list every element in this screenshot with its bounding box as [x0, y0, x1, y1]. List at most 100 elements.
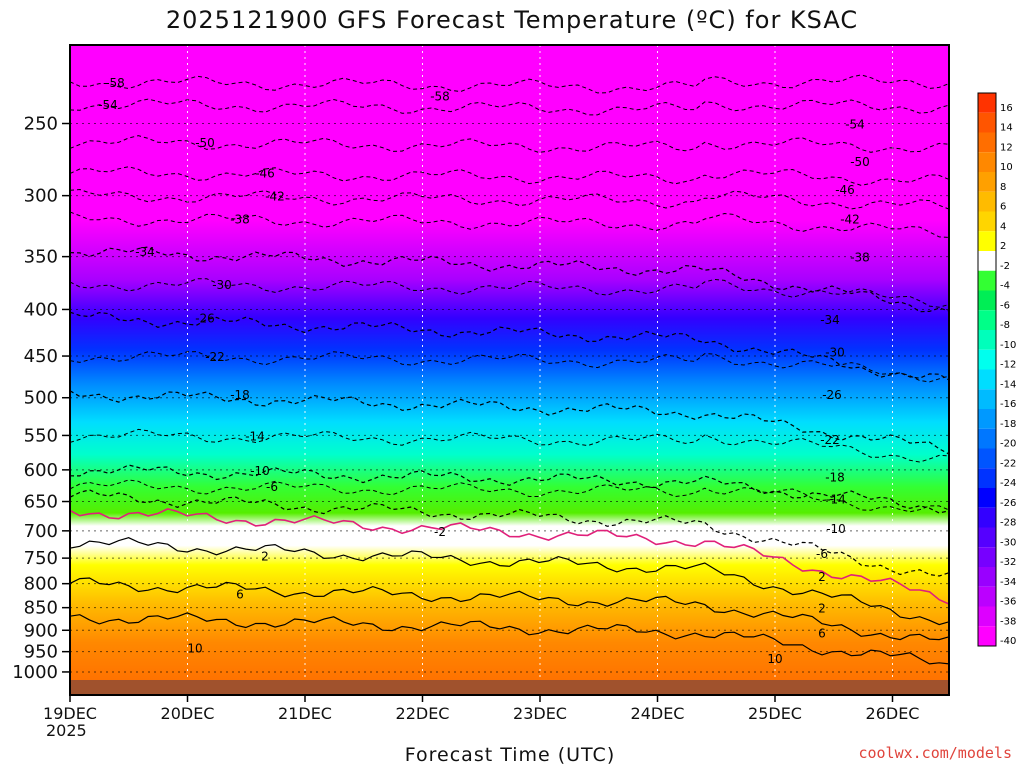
y-tick-label: 300 [24, 186, 58, 207]
isotherm-46 [70, 166, 949, 186]
colorbar-label: -10 [1000, 340, 1016, 351]
y-tick-label: 800 [24, 574, 58, 595]
colorbar-swatch [978, 290, 996, 311]
colorbar-label: -40 [1000, 636, 1016, 647]
colorbar-label: -16 [1000, 399, 1016, 410]
isotherm-38 [70, 211, 949, 238]
colorbar-label: -38 [1000, 616, 1016, 627]
colorbar-swatch [978, 626, 996, 646]
colorbar-swatch [978, 488, 996, 508]
isotherm-42 [70, 188, 949, 210]
colorbar-label: 14 [1000, 123, 1013, 134]
contour-label: -30 [825, 346, 845, 360]
contour-label: 2 [818, 602, 826, 616]
y-tick-label: 700 [24, 521, 58, 542]
contour-label: -38 [850, 251, 870, 265]
contour-label: -10 [250, 464, 270, 478]
contour-label: -10 [826, 522, 846, 536]
x-tick-label: 22DEC [396, 704, 450, 723]
contour-label: -6 [816, 547, 828, 561]
colorbar-label: 16 [1000, 103, 1013, 114]
colorbar-label: -18 [1000, 419, 1016, 430]
colorbar-label: 10 [1000, 162, 1013, 173]
colorbar-label: -36 [1000, 597, 1016, 608]
y-tick-label: 900 [24, 620, 58, 641]
contour-label: -2 [434, 525, 446, 539]
colorbar-label: -2 [1000, 261, 1010, 272]
colorbar-swatch [978, 567, 996, 587]
chart-title: 2025121900 GFS Forecast Temperature (ºC)… [165, 6, 859, 34]
colorbar-swatch [978, 527, 996, 548]
plot-area: -58-54-50-46-42-38-34-30-26-22-18-14-10-… [70, 45, 949, 695]
y-tick-label: 400 [24, 299, 58, 320]
contour-label: -26 [822, 388, 842, 402]
colorbar-swatch [978, 172, 996, 192]
contour-label: -42 [265, 190, 285, 204]
colorbar-frame [977, 92, 997, 647]
isotherm--26 [70, 311, 949, 381]
x-tick-label: 24DEC [631, 704, 685, 723]
colorbar-swatch [978, 606, 996, 627]
isotherm-14 [70, 428, 949, 463]
colorbar-swatch [978, 270, 996, 291]
x-tick-label: 26DEC [866, 704, 920, 723]
isotherm--34 [70, 246, 949, 313]
colorbar-swatch [978, 349, 996, 370]
colorbar-swatch [978, 409, 996, 429]
colorbar-label: -34 [1000, 577, 1016, 588]
colorbar-swatch [978, 369, 996, 390]
x-axis: 19DEC 20DEC 21DEC 22DEC 23DEC 24DEC 25DEC 26DEC [43, 695, 919, 723]
isotherm-50 [70, 135, 949, 154]
colorbar-swatch [978, 93, 996, 113]
y-tick-label: 1000 [12, 662, 58, 683]
colorbar-label: -4 [1000, 281, 1010, 292]
gridlines [70, 45, 949, 695]
colorbar-swatch [978, 547, 996, 567]
contour-label: 10 [187, 641, 202, 655]
credit-link[interactable]: coolwx.com/models [858, 744, 1012, 762]
colorbar-swatch [978, 211, 996, 232]
contour-label: -54 [845, 118, 865, 132]
colorbar-label: -6 [1000, 300, 1010, 311]
contour-label: -26 [195, 311, 215, 325]
colorbar-label: -20 [1000, 439, 1016, 450]
colorbar-label: -26 [1000, 498, 1016, 509]
colorbar-swatch [978, 448, 996, 469]
contour-label: -42 [840, 213, 860, 227]
isotherm-0 [70, 508, 949, 605]
colorbar-swatch [978, 152, 996, 172]
colorbar-label: 12 [1000, 142, 1013, 153]
contour-label: -6 [266, 480, 278, 494]
colorbar-label: -22 [1000, 458, 1016, 469]
x-tick-label: 19DEC [43, 704, 97, 723]
x-tick-label: 23DEC [513, 704, 567, 723]
contour-label: -30 [212, 278, 232, 292]
isotherm-54 [70, 98, 949, 116]
colorbar-swatch [978, 231, 996, 251]
contour-label: -18 [230, 388, 250, 402]
isotherm-6 [70, 577, 949, 641]
contour-label: -46 [835, 183, 855, 197]
y-tick-label: 650 [24, 492, 58, 513]
isotherm-22 [70, 351, 949, 383]
y-axis: 2503003504004505005506006507007508008509… [12, 114, 70, 683]
contour-label: -50 [850, 155, 870, 169]
isotherm-30 [70, 278, 949, 308]
y-tick-label: 750 [24, 548, 58, 569]
colorbar-label: -24 [1000, 478, 1016, 489]
colorbar-label: -14 [1000, 379, 1016, 390]
contour-label: -38 [230, 213, 250, 227]
contour-label: -34 [135, 245, 155, 259]
colorbar-swatch [978, 389, 996, 409]
y-tick-label: 950 [24, 642, 58, 663]
contour-label: -50 [195, 136, 215, 150]
colorbar-label: -30 [1000, 537, 1016, 548]
isotherm-contours: -58-54-50-46-42-38-34-30-26-22-18-14-10-… [70, 74, 949, 666]
x-tick-label: 25DEC [748, 704, 802, 723]
colorbar-label: 2 [1000, 241, 1006, 252]
y-tick-label: 600 [24, 460, 58, 481]
colorbar: 16 14 12 10 8 6 4 2 -2 -4 -6 -8 -10 -12 -14 -16 -18 -20 -2… [977, 92, 1016, 647]
contour-label: 6 [236, 587, 244, 601]
y-tick-label: 350 [24, 247, 58, 268]
contour-label: 10 [767, 652, 782, 666]
